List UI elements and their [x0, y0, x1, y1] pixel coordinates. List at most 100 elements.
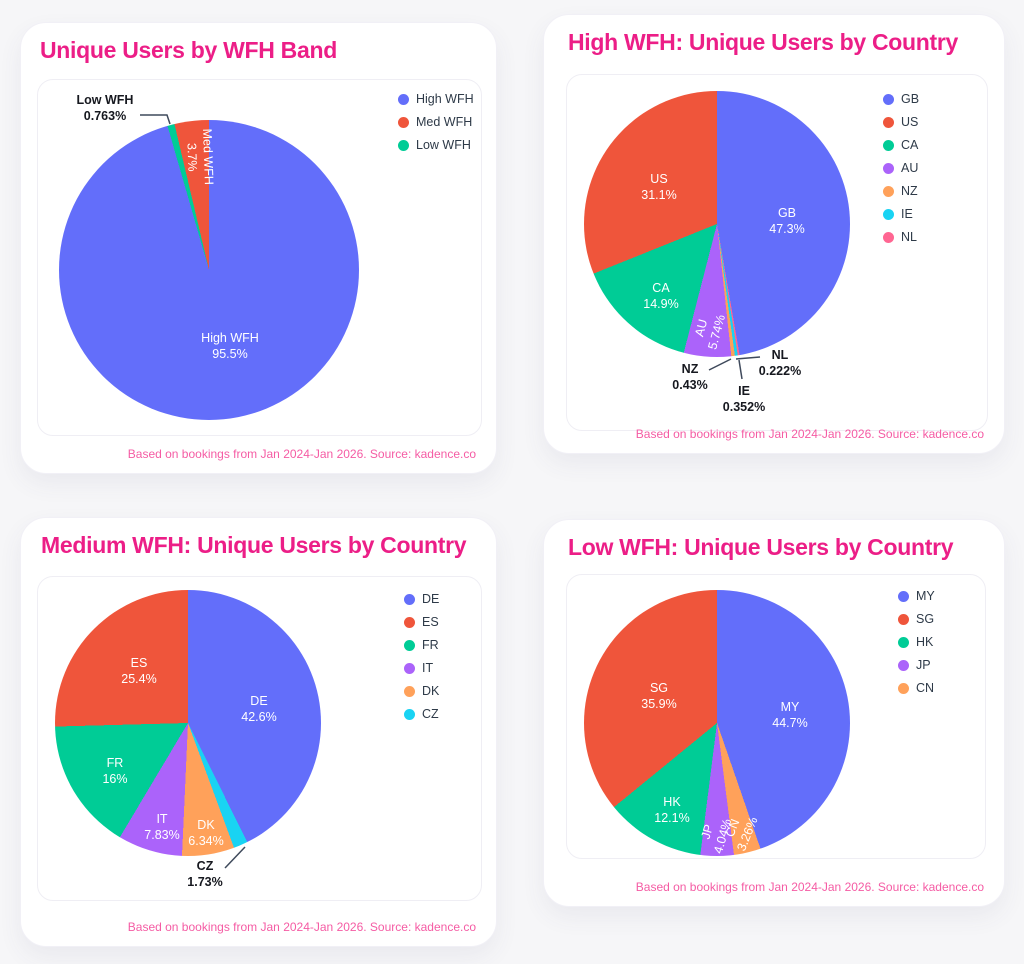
legend-swatch-icon: [883, 208, 894, 220]
legend-swatch-icon: [883, 185, 894, 197]
plot-panel: MY 44.7% SG 35.9% HK 12.1% JP 4.04% CN 3…: [566, 574, 986, 859]
legend-swatch-icon: [898, 682, 909, 694]
legend-swatch-icon: [883, 139, 894, 151]
legend-item[interactable]: NL: [883, 229, 919, 245]
legend-label: CZ: [422, 707, 439, 721]
legend-item[interactable]: NZ: [883, 183, 919, 199]
legend-item[interactable]: CN: [898, 680, 935, 696]
callout-line-nl: [735, 356, 761, 360]
legend-item[interactable]: GB: [883, 91, 919, 107]
legend-label: Med WFH: [416, 115, 473, 129]
legend: High WFH Med WFH Low WFH: [398, 91, 474, 153]
legend-label: NL: [901, 230, 917, 244]
legend-swatch-icon: [883, 162, 894, 174]
slice-label-name: NZ: [681, 362, 699, 376]
chart-title: Medium WFH: Unique Users by Country: [41, 532, 467, 558]
chart-title: Unique Users by WFH Band: [40, 37, 337, 63]
legend-swatch-icon: [404, 662, 415, 674]
legend-item[interactable]: US: [883, 114, 919, 130]
legend-item[interactable]: IT: [404, 660, 439, 676]
legend-item[interactable]: CZ: [404, 706, 439, 722]
legend-swatch-icon: [898, 613, 909, 625]
slice-label-name: Low WFH: [76, 93, 134, 107]
legend-swatch-icon: [883, 116, 894, 128]
legend-label: ES: [422, 615, 439, 629]
slice-label-cz: CZ 1.73%: [187, 858, 222, 890]
source-caption: Based on bookings from Jan 2024-Jan 2026…: [127, 920, 476, 934]
pie-low-wfh[interactable]: [584, 590, 850, 856]
source-caption: Based on bookings from Jan 2024-Jan 2026…: [635, 880, 984, 894]
legend-label: DE: [422, 592, 440, 606]
legend-label: High WFH: [416, 92, 474, 106]
chart-card-medium-wfh: Medium WFH: Unique Users by Country DE 4…: [20, 517, 497, 947]
slice-label-name: NL: [771, 348, 789, 362]
legend-label: GB: [901, 92, 920, 106]
legend-swatch-icon: [398, 93, 409, 105]
legend-item[interactable]: FR: [404, 637, 439, 653]
legend-item[interactable]: High WFH: [398, 91, 474, 107]
legend-item[interactable]: MY: [898, 588, 935, 604]
slice-label-pct: 0.43%: [672, 378, 708, 392]
legend-label: JP: [916, 658, 931, 672]
callout-line-low-wfh: [140, 114, 171, 125]
legend-swatch-icon: [898, 590, 909, 602]
legend-swatch-icon: [404, 616, 415, 628]
pie-wfh-band[interactable]: [59, 120, 359, 420]
legend-label: US: [901, 115, 919, 129]
legend-swatch-icon: [398, 139, 409, 151]
pie-medium-wfh[interactable]: [55, 590, 321, 856]
legend-label: MY: [916, 589, 935, 603]
legend-item[interactable]: HK: [898, 634, 935, 650]
legend-swatch-icon: [404, 593, 415, 605]
chart-title: Low WFH: Unique Users by Country: [568, 534, 954, 560]
chart-card-wfh-band: Unique Users by WFH Band High WFH 95.5% …: [20, 22, 497, 474]
legend-label: CN: [916, 681, 935, 695]
slice-label-name: IE: [738, 384, 750, 398]
slice-label-pct: 0.352%: [722, 400, 766, 414]
legend-swatch-icon: [404, 639, 415, 651]
legend-swatch-icon: [883, 93, 894, 105]
legend-item[interactable]: DE: [404, 591, 439, 607]
legend-label: NZ: [901, 184, 918, 198]
legend-swatch-icon: [404, 708, 415, 720]
chart-card-high-wfh: High WFH: Unique Users by Country GB 47.…: [543, 14, 1005, 454]
legend-label: FR: [422, 638, 439, 652]
callout-line-ie: [738, 359, 743, 380]
slice-label-pct: 1.73%: [187, 875, 223, 889]
legend-item[interactable]: Low WFH: [398, 137, 474, 153]
slice-label-nl: NL 0.222%: [759, 347, 801, 379]
legend: MY SG HK JP CN: [898, 588, 935, 696]
legend-label: DK: [422, 684, 440, 698]
legend-label: HK: [916, 635, 934, 649]
legend-label: IE: [901, 207, 913, 221]
plot-panel: DE 42.6% ES 25.4% FR 16% IT 7.83% DK 6.3…: [37, 576, 482, 901]
legend-item[interactable]: IE: [883, 206, 919, 222]
legend-item[interactable]: JP: [898, 657, 935, 673]
legend-swatch-icon: [404, 685, 415, 697]
legend-swatch-icon: [898, 636, 909, 648]
slice-label-low-wfh: Low WFH 0.763%: [77, 92, 134, 124]
source-caption: Based on bookings from Jan 2024-Jan 2026…: [635, 427, 984, 441]
legend-item[interactable]: AU: [883, 160, 919, 176]
slice-label-nz: NZ 0.43%: [672, 361, 707, 393]
legend-item[interactable]: ES: [404, 614, 439, 630]
legend-item[interactable]: Med WFH: [398, 114, 474, 130]
legend-item[interactable]: SG: [898, 611, 935, 627]
pie-high-wfh[interactable]: [584, 91, 850, 357]
legend-item[interactable]: CA: [883, 137, 919, 153]
slice-label-pct: 0.763%: [83, 109, 127, 123]
plot-panel: High WFH 95.5% Med WFH 3.7% Low WFH 0.76…: [37, 79, 482, 436]
legend-label: Low WFH: [416, 138, 471, 152]
slice-label-pct: 0.222%: [758, 364, 802, 378]
chart-title: High WFH: Unique Users by Country: [568, 29, 959, 55]
legend-item[interactable]: DK: [404, 683, 439, 699]
legend-label: AU: [901, 161, 919, 175]
chart-card-low-wfh: Low WFH: Unique Users by Country MY 44.7…: [543, 519, 1005, 907]
legend-label: CA: [901, 138, 919, 152]
legend-swatch-icon: [883, 231, 894, 243]
callout-line-cz: [224, 846, 246, 869]
legend-label: IT: [422, 661, 434, 675]
slice-label-ie: IE 0.352%: [723, 383, 765, 415]
callout-line-nz: [708, 358, 732, 371]
